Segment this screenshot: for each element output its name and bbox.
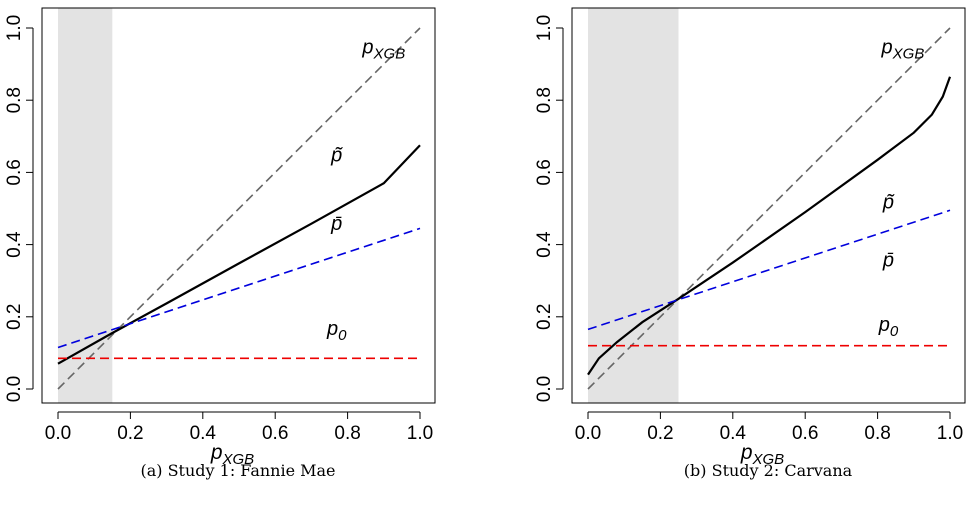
y-tick-label: 0.4 [4,231,25,258]
y-tick-label: 0.8 [4,87,25,113]
x-tick-label: 0.8 [334,423,360,444]
x-tick-label: 0.8 [864,423,890,444]
series-annotation-0: pXGB [881,36,925,62]
x-tick-label: 0.0 [45,423,71,444]
y-tick-label: 0.6 [534,159,555,185]
y-tick-label: 0.2 [534,304,555,330]
y-tick-label: 0.0 [534,376,555,402]
plot-frame [41,7,436,404]
x-tick-label: 1.0 [937,423,963,444]
y-tick-label: 1.0 [4,15,25,41]
series-line-1 [57,144,421,365]
figure-caption: (b) Study 2: Carvana [684,461,853,480]
y-tick-label: 0.4 [534,231,555,258]
x-axis-label: pXGB [210,441,254,468]
y-tick-label: 0.2 [4,304,25,330]
series-annotation-2: p̄ [882,249,894,271]
chart-panel-carvana: 0.0 0.2 0.4 0.6 0.8 1.0 0.0 0.2 0.4 0.6 0.8 1.0 pXGB… [534,7,966,480]
x-tick-label: 0.4 [720,423,747,444]
series-line-1 [587,76,952,376]
x-axis-label: pXGB [740,441,784,468]
x-tick-label: 0.0 [575,423,601,444]
x-tick-label: 0.2 [117,423,143,444]
series-line-0 [587,27,951,390]
figure-caption: (a) Study 1: Fannie Mae [140,461,335,480]
series-annotation-2: p̄ [330,213,342,235]
series-line-2 [587,209,951,331]
x-tick-label: 0.6 [262,423,288,444]
series-annotation-1: p̃ [882,192,895,214]
plot-frame [571,7,966,404]
series-annotation-3: p0 [878,314,899,340]
shaded-region [588,8,679,403]
x-tick-label: 1.0 [407,423,433,444]
chart-panel-fannie-mae: 0.0 0.2 0.4 0.6 0.8 1.0 0.0 0.2 0.4 0.6 0.8 1.0 pXGB… [4,7,436,480]
series-annotation-1: p̃ [330,145,343,167]
y-tick-label: 1.0 [534,15,555,41]
y-tick-label: 0.8 [534,87,555,113]
y-tick-label: 0.6 [4,159,25,185]
x-tick-label: 0.2 [647,423,673,444]
series-line-2 [57,227,421,349]
x-tick-label: 0.6 [792,423,818,444]
series-annotation-3: p0 [326,318,347,344]
x-tick-label: 0.4 [190,423,217,444]
y-tick-label: 0.0 [4,376,25,402]
series-annotation-0: pXGB [361,36,405,62]
